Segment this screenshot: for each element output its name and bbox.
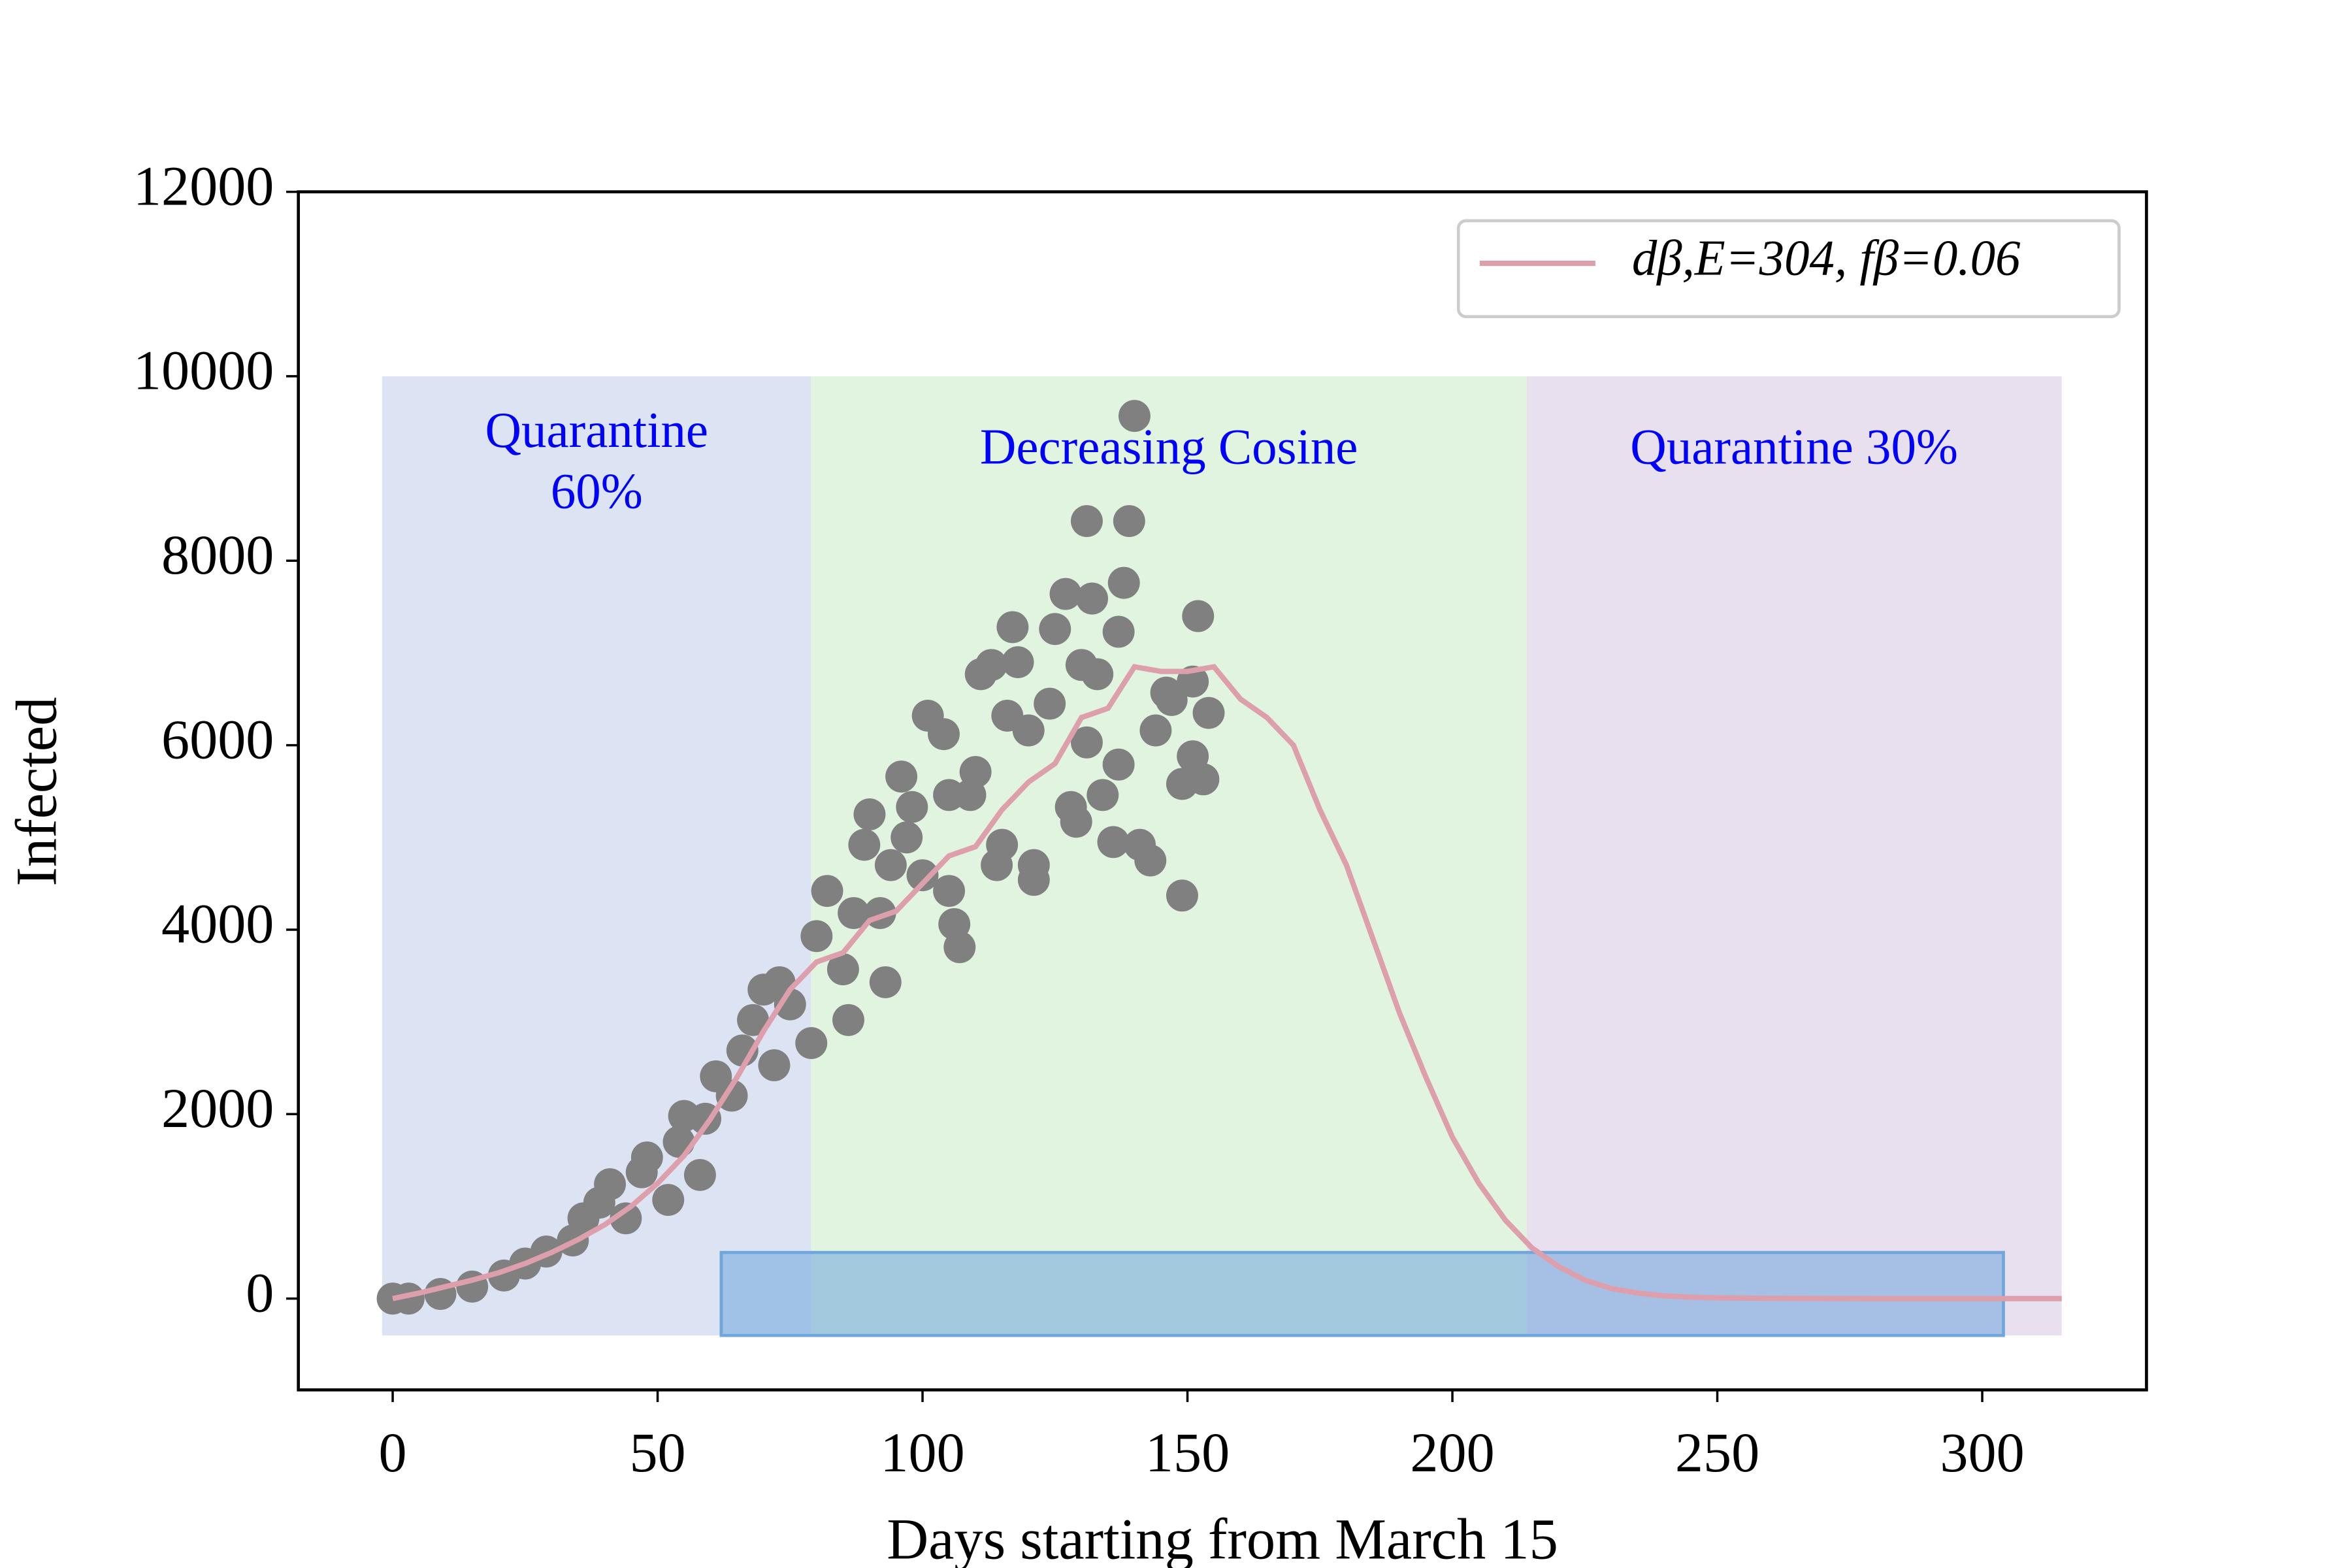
data-point [874, 849, 907, 881]
y-tick-label: 4000 [161, 892, 274, 955]
data-point [896, 791, 928, 823]
data-point [1086, 779, 1119, 811]
data-point [652, 1184, 685, 1217]
data-point [1102, 615, 1135, 648]
legend: dβ,E=304, fβ=0.06 [1456, 219, 2121, 318]
data-point [1113, 505, 1145, 538]
region-label: Quarantine 30% [1630, 419, 1958, 475]
y-tick-label: 10000 [133, 339, 274, 402]
y-tick-label: 8000 [161, 523, 274, 586]
data-point [1017, 864, 1050, 896]
data-point [1102, 748, 1135, 781]
data-point [1118, 400, 1151, 433]
axes-frame [297, 190, 2148, 1392]
data-point [774, 988, 806, 1021]
x-tick-label: 250 [1675, 1421, 1759, 1484]
data-point [1187, 763, 1220, 796]
region-label: 60% [551, 463, 643, 519]
data-point [1070, 726, 1103, 759]
data-point [1139, 714, 1172, 747]
data-point [1070, 505, 1103, 538]
data-point [737, 1004, 769, 1036]
x-tick-label: 100 [880, 1421, 964, 1484]
x-tick-label: 200 [1410, 1421, 1494, 1484]
region-label: Quarantine [485, 402, 709, 458]
data-point [1076, 582, 1109, 615]
shaded-region [1526, 376, 2062, 1336]
data-point [1002, 646, 1034, 679]
x-axis-label: Days starting from March 15 [887, 1507, 1558, 1568]
data-point [869, 966, 902, 998]
x-tick-label: 300 [1940, 1421, 2024, 1484]
data-point [683, 1158, 716, 1191]
y-tick-label: 0 [246, 1261, 274, 1324]
data-point [1012, 714, 1045, 747]
data-point [1034, 687, 1066, 720]
data-point [758, 1049, 791, 1081]
data-point [1166, 879, 1198, 912]
data-point [933, 875, 966, 907]
data-point [885, 760, 918, 793]
data-point [826, 953, 859, 986]
data-point [838, 897, 870, 930]
data-point [715, 1079, 748, 1112]
data-point [1081, 658, 1114, 691]
data-point [959, 756, 992, 789]
data-point [906, 859, 939, 892]
legend-text: dβ,E=304, fβ=0.06 [1632, 230, 2021, 286]
series-line [392, 664, 2062, 1301]
y-tick-label: 6000 [161, 708, 274, 770]
data-point [1134, 844, 1167, 877]
data-point [890, 821, 923, 854]
band [719, 1250, 2005, 1337]
y-axis-label: Infected [5, 697, 69, 887]
data-point [853, 798, 886, 830]
data-point [943, 931, 976, 964]
data-point [986, 828, 1019, 861]
legend-box [1456, 219, 2121, 318]
data-point [848, 828, 881, 861]
x-tick-label: 150 [1145, 1421, 1230, 1484]
data-point [1182, 600, 1215, 632]
data-point [1049, 578, 1082, 610]
shaded-region [811, 376, 1527, 1336]
data-point [1155, 683, 1188, 716]
data-point [1039, 613, 1071, 645]
data-point [795, 1027, 828, 1060]
data-point [1097, 826, 1130, 858]
region-label: Decreasing Cosine [980, 419, 1358, 475]
data-point [610, 1202, 642, 1235]
x-tick-label: 0 [379, 1421, 407, 1484]
data-point [928, 718, 960, 751]
y-tick-label: 2000 [161, 1077, 274, 1139]
data-point [975, 649, 1007, 681]
y-tick-label: 12000 [133, 154, 274, 217]
data-point [594, 1168, 627, 1201]
x-tick-label: 50 [629, 1421, 685, 1484]
data-point [1192, 696, 1225, 729]
data-point [1107, 566, 1140, 599]
data-point [832, 1004, 864, 1036]
data-point [996, 611, 1029, 644]
data-point [800, 920, 833, 953]
data-point [630, 1141, 663, 1174]
data-point [811, 875, 843, 907]
data-point [1060, 806, 1092, 838]
data-point [392, 1282, 425, 1315]
